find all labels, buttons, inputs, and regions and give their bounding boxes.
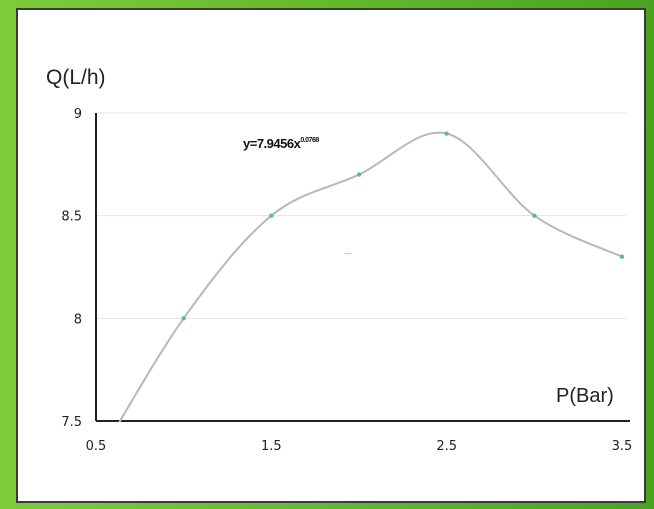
- y-axis-title: Q(L/h): [46, 66, 106, 89]
- data-point-2: [269, 213, 274, 218]
- y-tick-label-0: 7.5: [61, 415, 82, 430]
- y-tick-label-1: 8: [74, 312, 82, 327]
- data-point-5: [532, 213, 537, 218]
- annotation-label: —: [344, 249, 352, 258]
- y-tick-label-3: 9: [74, 107, 82, 122]
- trend-equation-base: y=7.9456x: [243, 136, 302, 151]
- x-axis-title: P(Bar): [556, 385, 614, 407]
- x-tick-label-0: 0.5: [86, 439, 107, 454]
- tick-labels: 7.5 8 8.5 9 0.5 1.5 2.5 3.5: [61, 107, 632, 454]
- x-tick-label-3: 3.5: [612, 439, 633, 454]
- data-point-3: [356, 172, 362, 177]
- grid-lines: [96, 112, 626, 319]
- data-point-0: [94, 460, 98, 464]
- data-point-6: [619, 254, 625, 259]
- x-tick-label-2: 2.5: [436, 439, 457, 454]
- trend-equation: y=7.9456x0.0768: [243, 136, 319, 151]
- plot-area: [94, 131, 625, 464]
- data-point-1: [181, 316, 186, 321]
- trend-equation-exponent: 0.0768: [300, 137, 319, 144]
- x-tick-label-1: 1.5: [261, 439, 282, 454]
- y-tick-label-2: 8.5: [61, 210, 82, 225]
- data-point-4: [444, 131, 449, 136]
- series-line: [118, 131, 623, 422]
